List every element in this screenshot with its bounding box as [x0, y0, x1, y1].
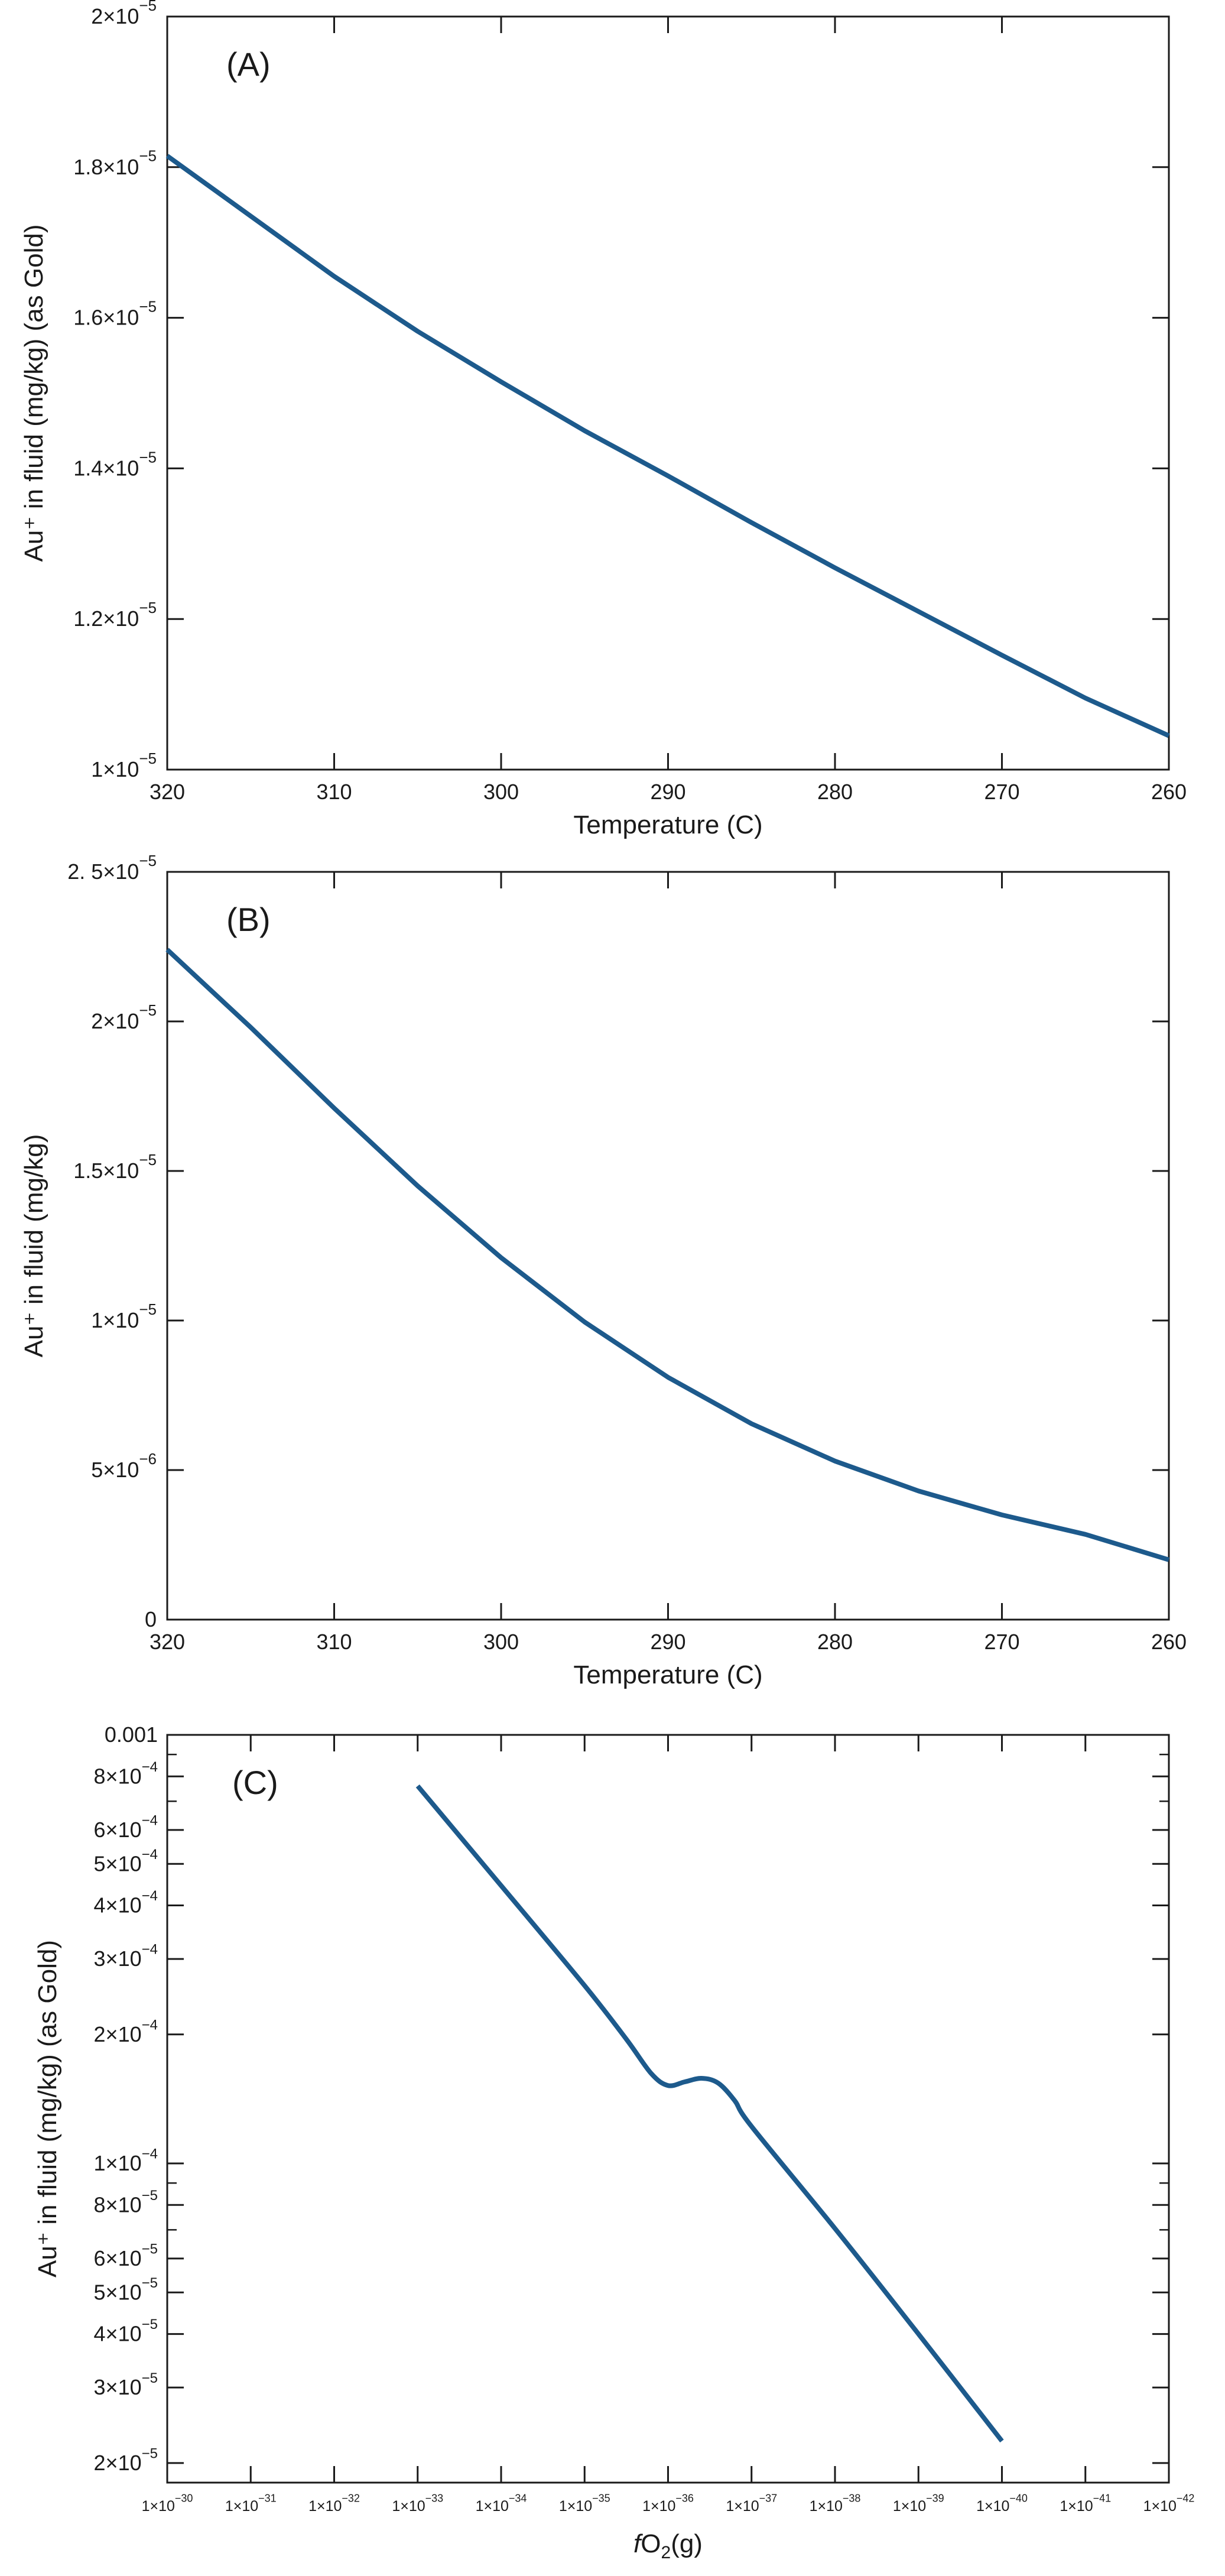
x-tick-label: 260 — [1151, 1630, 1187, 1654]
series-line-0 — [415, 1784, 1004, 2443]
x-tick-label: 1×10−37 — [726, 2493, 777, 2515]
y-tick-label: 1.5×10−5 — [73, 1151, 157, 1183]
chart-panel-1: 320 310 300 290 280 270 260 0 5×10−6 1×10−5 1.5×10… — [20, 852, 1187, 1689]
y-tick-label: 3×10−5 — [94, 2370, 158, 2399]
x-tick-label: 320 — [150, 780, 185, 804]
plot-frame — [166, 15, 1170, 771]
x-tick-label: 1×10−42 — [1143, 2493, 1195, 2515]
x-tick-label: 1×10−34 — [476, 2493, 527, 2515]
x-axis-label: Temperature (C) — [573, 810, 762, 839]
y-tick-label: 5×10−4 — [94, 1847, 158, 1876]
panel-label: (A) — [226, 46, 271, 83]
y-tick-label: 1×10−4 — [94, 2146, 158, 2175]
x-tick-label: 1×10−33 — [392, 2493, 443, 2515]
y-tick-label: 2×10−5 — [91, 0, 157, 28]
chart-panel-2: 1×10−30 1×10−31 1×10−32 1×10−33 1×10−34 1×10−… — [33, 1722, 1194, 2562]
x-tick-label: 320 — [150, 1630, 185, 1654]
y-tick-label: 3×10−4 — [94, 1942, 158, 1971]
y-tick-label: 5×10−5 — [94, 2275, 158, 2304]
x-tick-label: 300 — [483, 1630, 519, 1654]
y-tick-label: 2. 5×10−5 — [67, 852, 157, 884]
y-tick-label: 4×10−5 — [94, 2317, 158, 2345]
x-tick-label: 290 — [650, 780, 685, 804]
x-tick-label: 1×10−38 — [810, 2493, 861, 2515]
plot-frame — [166, 871, 1170, 1621]
x-tick-label: 1×10−35 — [559, 2493, 610, 2515]
y-tick-label: 1.2×10−5 — [73, 599, 157, 631]
y-tick-label: 6×10−4 — [94, 1812, 158, 1841]
x-tick-label: 1×10−41 — [1060, 2493, 1111, 2515]
series-line-0 — [165, 948, 1170, 1562]
y-tick-label: 2×10−4 — [94, 2017, 158, 2046]
x-tick-label: 260 — [1151, 780, 1187, 804]
x-tick-label: 300 — [483, 780, 519, 804]
y-tick-label: 5×10−6 — [91, 1450, 157, 1482]
chart-panel-0: 320 310 300 290 280 270 260 1×10−5 1.2×10−5 1.4×1… — [20, 0, 1187, 839]
x-tick-label: 280 — [817, 780, 853, 804]
x-tick-label: 270 — [984, 1630, 1019, 1654]
y-tick-label: 1.6×10−5 — [73, 298, 157, 330]
y-tick-label: 0 — [145, 1607, 157, 1631]
panel-label: (C) — [232, 1764, 278, 1801]
x-tick-label: 1×10−40 — [976, 2493, 1028, 2515]
y-tick-label: 8×10−4 — [94, 1759, 158, 1788]
y-tick-label: 6×10−5 — [94, 2241, 158, 2270]
x-axis-label: fO2(g) — [633, 2529, 703, 2562]
y-tick-label: 1×10−5 — [91, 1300, 157, 1332]
y-axis-label: Au⁺ in fluid (mg/kg) (as Gold) — [20, 225, 48, 562]
x-tick-label: 280 — [817, 1630, 853, 1654]
x-tick-label: 270 — [984, 780, 1019, 804]
y-tick-label: 8×10−5 — [94, 2188, 158, 2217]
x-tick-label: 1×10−36 — [642, 2493, 694, 2515]
y-tick-label: 0.001 — [105, 1722, 158, 1747]
y-tick-label: 1.4×10−5 — [73, 448, 157, 480]
y-tick-label: 2×10−5 — [91, 1001, 157, 1033]
x-tick-label: 310 — [316, 1630, 352, 1654]
x-tick-label: 310 — [316, 780, 352, 804]
x-tick-label: 1×10−30 — [142, 2493, 193, 2515]
x-tick-label: 1×10−31 — [225, 2493, 277, 2515]
y-tick-label: 2×10−5 — [94, 2445, 158, 2474]
x-tick-label: 290 — [650, 1630, 685, 1654]
plot-frame — [166, 1734, 1170, 2484]
y-axis-label: Au⁺ in fluid (mg/kg) — [20, 1134, 48, 1358]
x-tick-label: 1×10−32 — [308, 2493, 360, 2515]
y-tick-label: 4×10−4 — [94, 1888, 158, 1917]
y-tick-label: 1.8×10−5 — [73, 147, 157, 179]
y-tick-label: 1×10−5 — [91, 750, 157, 781]
series-line-0 — [165, 154, 1170, 738]
x-axis-label: Temperature (C) — [573, 1660, 762, 1689]
x-tick-label: 1×10−39 — [893, 2493, 944, 2515]
y-axis-label: Au⁺ in fluid (mg/kg) (as Gold) — [33, 1940, 62, 2277]
panel-label: (B) — [226, 901, 271, 938]
